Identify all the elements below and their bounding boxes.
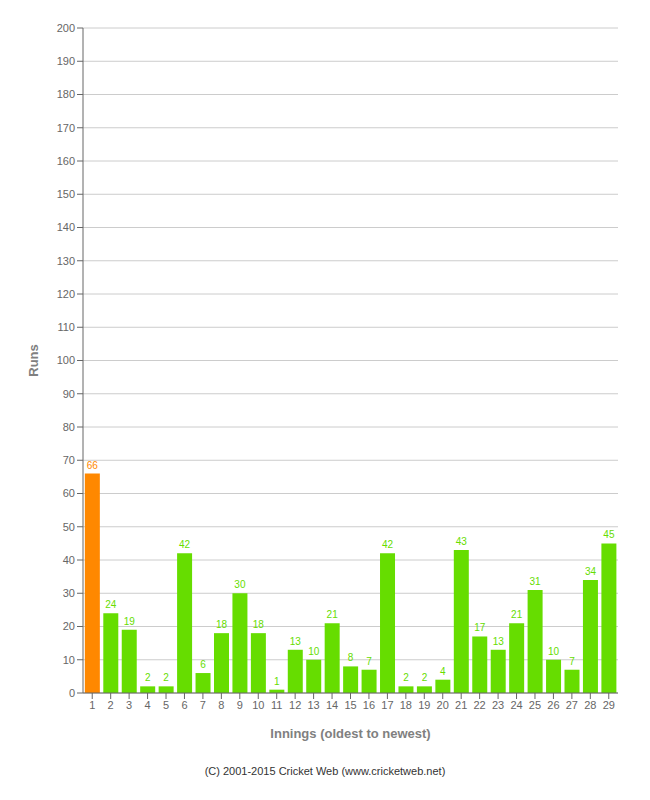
svg-text:4: 4: [440, 666, 446, 677]
svg-text:80: 80: [63, 421, 75, 433]
svg-text:42: 42: [179, 539, 191, 550]
svg-text:7: 7: [569, 656, 575, 667]
svg-text:40: 40: [63, 554, 75, 566]
svg-text:7: 7: [200, 699, 206, 711]
svg-text:45: 45: [603, 529, 615, 540]
html-text:(C) 2001-2015 Cricket Web (www: (C) 2001-2015 Cricket Web (www.cricketwe…: [204, 765, 446, 777]
svg-text:19: 19: [124, 616, 136, 627]
svg-text:3: 3: [126, 699, 132, 711]
svg-text:90: 90: [63, 388, 75, 400]
svg-text:25: 25: [529, 699, 541, 711]
svg-text:28: 28: [584, 699, 596, 711]
svg-text:100: 100: [57, 354, 75, 366]
svg-text:10: 10: [63, 654, 75, 666]
svg-text:170: 170: [57, 122, 75, 134]
svg-text:70: 70: [63, 454, 75, 466]
svg-text:0: 0: [69, 687, 75, 699]
svg-text:60: 60: [63, 487, 75, 499]
svg-text:130: 130: [57, 255, 75, 267]
svg-text:42: 42: [382, 539, 394, 550]
svg-text:4: 4: [145, 699, 151, 711]
svg-text:20: 20: [437, 699, 449, 711]
svg-text:34: 34: [585, 566, 597, 577]
svg-text:14: 14: [326, 699, 338, 711]
svg-text:5: 5: [163, 699, 169, 711]
svg-text:31: 31: [530, 576, 542, 587]
svg-text:21: 21: [327, 609, 339, 620]
svg-text:2: 2: [108, 699, 114, 711]
svg-text:43: 43: [456, 536, 468, 547]
svg-text:160: 160: [57, 155, 75, 167]
svg-text:18: 18: [253, 619, 265, 630]
svg-text:2: 2: [163, 672, 169, 683]
svg-text:18: 18: [400, 699, 412, 711]
svg-text:10: 10: [548, 646, 560, 657]
svg-text:1: 1: [89, 699, 95, 711]
svg-text:8: 8: [348, 652, 354, 663]
svg-text:10: 10: [252, 699, 264, 711]
svg-text:180: 180: [57, 88, 75, 100]
svg-text:24: 24: [105, 599, 117, 610]
svg-text:30: 30: [234, 579, 246, 590]
svg-text:10: 10: [308, 646, 320, 657]
svg-text:2: 2: [145, 672, 151, 683]
svg-text:6: 6: [200, 659, 206, 670]
svg-text:Runs: Runs: [26, 344, 41, 377]
svg-text:22: 22: [474, 699, 486, 711]
svg-text:19: 19: [418, 699, 430, 711]
svg-text:7: 7: [366, 656, 372, 667]
svg-text:66: 66: [87, 460, 99, 471]
svg-text:6: 6: [181, 699, 187, 711]
svg-text:15: 15: [344, 699, 356, 711]
svg-text:120: 120: [57, 288, 75, 300]
svg-text:150: 150: [57, 188, 75, 200]
svg-text:13: 13: [493, 636, 505, 647]
svg-text:140: 140: [57, 221, 75, 233]
svg-text:17: 17: [474, 622, 486, 633]
svg-text:2: 2: [422, 672, 428, 683]
svg-text:1: 1: [274, 676, 280, 687]
svg-text:50: 50: [63, 521, 75, 533]
svg-text:9: 9: [237, 699, 243, 711]
svg-text:20: 20: [63, 620, 75, 632]
svg-text:30: 30: [63, 587, 75, 599]
svg-text:17: 17: [381, 699, 393, 711]
svg-text:2: 2: [403, 672, 409, 683]
svg-text:8: 8: [218, 699, 224, 711]
svg-text:21: 21: [511, 609, 523, 620]
svg-text:24: 24: [510, 699, 522, 711]
svg-text:13: 13: [290, 636, 302, 647]
svg-text:29: 29: [603, 699, 615, 711]
svg-text:23: 23: [492, 699, 504, 711]
svg-text:200: 200: [57, 22, 75, 34]
svg-text:12: 12: [289, 699, 301, 711]
svg-text:27: 27: [566, 699, 578, 711]
svg-text:21: 21: [455, 699, 467, 711]
svg-text:190: 190: [57, 55, 75, 67]
svg-text:13: 13: [307, 699, 319, 711]
svg-text:110: 110: [57, 321, 75, 333]
svg-text:11: 11: [271, 699, 282, 711]
svg-text:Innings (oldest to newest): Innings (oldest to newest): [270, 726, 430, 741]
svg-text:26: 26: [547, 699, 559, 711]
svg-text:16: 16: [363, 699, 375, 711]
svg-text:18: 18: [216, 619, 228, 630]
